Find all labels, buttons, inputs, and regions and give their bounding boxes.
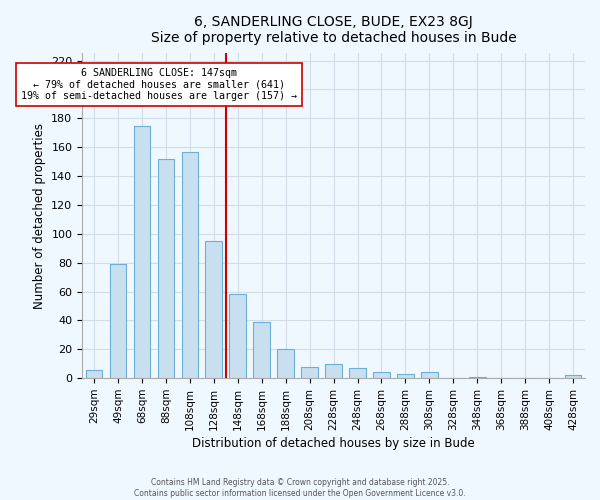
Bar [421,372,438,378]
X-axis label: Distribution of detached houses by size in Bude: Distribution of detached houses by size … [192,437,475,450]
Bar [349,368,366,378]
Bar [205,241,222,378]
Text: Contains HM Land Registry data © Crown copyright and database right 2025.
Contai: Contains HM Land Registry data © Crown c… [134,478,466,498]
Bar [110,264,127,378]
Bar [301,366,318,378]
Text: 6 SANDERLING CLOSE: 147sqm
← 79% of detached houses are smaller (641)
19% of sem: 6 SANDERLING CLOSE: 147sqm ← 79% of deta… [21,68,297,101]
Bar [397,374,414,378]
Bar [277,350,294,378]
Bar [325,364,342,378]
Bar [565,376,581,378]
Bar [229,294,246,378]
Bar [158,158,175,378]
Bar [134,126,151,378]
Bar [86,370,103,378]
Bar [373,372,390,378]
Bar [182,152,198,378]
Bar [469,377,485,378]
Bar [253,322,270,378]
Y-axis label: Number of detached properties: Number of detached properties [32,123,46,309]
Title: 6, SANDERLING CLOSE, BUDE, EX23 8GJ
Size of property relative to detached houses: 6, SANDERLING CLOSE, BUDE, EX23 8GJ Size… [151,15,517,45]
